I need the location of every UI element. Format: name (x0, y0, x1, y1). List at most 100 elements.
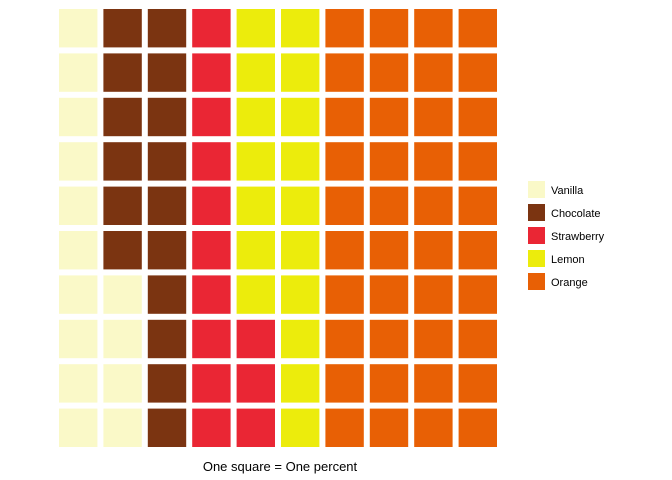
waffle-cell-orange (325, 9, 364, 48)
waffle-cell-orange (414, 319, 453, 359)
waffle-cell-orange (325, 142, 364, 181)
waffle-cell-strawberry (236, 364, 275, 403)
waffle-cell-strawberry (192, 275, 231, 314)
waffle-cell-chocolate (103, 142, 142, 181)
waffle-cell-orange (458, 364, 497, 403)
waffle-cell-chocolate (147, 142, 187, 181)
waffle-cell-chocolate (147, 319, 187, 359)
waffle-cell-chocolate (103, 97, 142, 137)
waffle-cell-strawberry (192, 319, 231, 359)
waffle-cell-vanilla (59, 9, 98, 48)
waffle-cell-orange (369, 275, 409, 314)
waffle-cell-orange (414, 275, 453, 314)
waffle-cell-orange (369, 319, 409, 359)
legend-label-orange: Orange (551, 277, 588, 289)
waffle-cell-orange (458, 186, 497, 225)
waffle-cell-orange (325, 408, 364, 447)
legend-key-chocolate (528, 204, 545, 221)
waffle-cell-vanilla (59, 53, 98, 92)
waffle-cell-orange (458, 9, 497, 48)
legend-key-lemon (528, 250, 545, 267)
waffle-cell-lemon (281, 53, 320, 92)
waffle-cell-lemon (281, 186, 320, 225)
waffle-cell-lemon (236, 9, 275, 48)
waffle-cell-strawberry (192, 9, 231, 48)
waffle-cell-orange (325, 186, 364, 225)
waffle-cell-lemon (281, 97, 320, 137)
waffle-cell-orange (458, 319, 497, 359)
waffle-cell-strawberry (192, 97, 231, 137)
waffle-cell-lemon (281, 408, 320, 447)
waffle-cell-vanilla (59, 186, 98, 225)
waffle-cell-strawberry (192, 364, 231, 403)
waffle-cell-orange (414, 186, 453, 225)
waffle-cell-vanilla (59, 142, 98, 181)
legend-label-strawberry: Strawberry (551, 231, 605, 243)
waffle-cell-orange (369, 186, 409, 225)
waffle-cell-orange (414, 9, 453, 48)
waffle-cell-chocolate (147, 186, 187, 225)
waffle-cell-vanilla (59, 275, 98, 314)
waffle-cell-lemon (281, 364, 320, 403)
waffle-cell-strawberry (192, 408, 231, 447)
waffle-cell-strawberry (192, 231, 231, 270)
waffle-cell-orange (325, 319, 364, 359)
waffle-cell-strawberry (236, 408, 275, 447)
waffle-cell-vanilla (103, 364, 142, 403)
waffle-cell-lemon (281, 231, 320, 270)
waffle-cell-lemon (236, 186, 275, 225)
waffle-cell-chocolate (147, 97, 187, 137)
waffle-cell-chocolate (103, 9, 142, 48)
waffle-cell-vanilla (59, 97, 98, 137)
waffle-cell-orange (458, 231, 497, 270)
waffle-cell-orange (458, 408, 497, 447)
legend-label-chocolate: Chocolate (551, 208, 601, 220)
waffle-cell-orange (458, 275, 497, 314)
waffle-cell-lemon (281, 275, 320, 314)
waffle-cell-vanilla (103, 319, 142, 359)
waffle-cell-orange (325, 97, 364, 137)
waffle-cell-lemon (236, 97, 275, 137)
legend: Vanilla Chocolate Strawberry Lemon Orange (528, 181, 605, 290)
waffle-cell-orange (325, 231, 364, 270)
waffle-cell-orange (458, 142, 497, 181)
waffle-cell-orange (325, 275, 364, 314)
legend-key-orange (528, 273, 545, 290)
waffle-cell-chocolate (147, 275, 187, 314)
waffle-cell-vanilla (59, 364, 98, 403)
waffle-cell-chocolate (103, 186, 142, 225)
waffle-cell-lemon (236, 231, 275, 270)
waffle-cells (59, 9, 497, 447)
legend-key-strawberry (528, 227, 545, 244)
waffle-cell-orange (369, 408, 409, 447)
waffle-cell-chocolate (147, 231, 187, 270)
waffle-cell-vanilla (59, 231, 98, 270)
waffle-cell-lemon (281, 319, 320, 359)
waffle-cell-orange (369, 364, 409, 403)
waffle-cell-orange (458, 97, 497, 137)
waffle-cell-orange (458, 53, 497, 92)
waffle-cell-vanilla (59, 408, 98, 447)
waffle-cell-orange (369, 97, 409, 137)
waffle-cell-lemon (236, 142, 275, 181)
waffle-cell-vanilla (103, 275, 142, 314)
legend-key-vanilla (528, 181, 545, 198)
waffle-cell-orange (414, 53, 453, 92)
waffle-cell-vanilla (103, 408, 142, 447)
waffle-cell-orange (325, 53, 364, 92)
waffle-cell-chocolate (103, 231, 142, 270)
waffle-cell-strawberry (192, 186, 231, 225)
waffle-cell-orange (414, 408, 453, 447)
waffle-cell-chocolate (147, 364, 187, 403)
waffle-cell-chocolate (147, 53, 187, 92)
waffle-cell-orange (414, 364, 453, 403)
legend-label-vanilla: Vanilla (551, 185, 584, 197)
waffle-cell-chocolate (147, 9, 187, 48)
waffle-cell-orange (414, 231, 453, 270)
waffle-cell-orange (369, 142, 409, 181)
waffle-cell-orange (325, 364, 364, 403)
legend-label-lemon: Lemon (551, 254, 585, 266)
waffle-cell-strawberry (192, 53, 231, 92)
waffle-cell-orange (414, 97, 453, 137)
